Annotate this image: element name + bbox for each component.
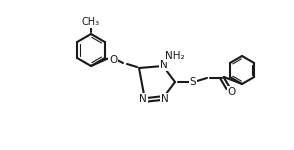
Text: S: S <box>190 77 196 87</box>
Text: N: N <box>139 94 147 104</box>
Text: N: N <box>161 94 169 104</box>
Text: O: O <box>109 55 117 65</box>
Text: CH₃: CH₃ <box>82 17 100 27</box>
Text: O: O <box>228 87 236 97</box>
Text: NH₂: NH₂ <box>165 51 185 61</box>
Text: N: N <box>160 60 168 70</box>
